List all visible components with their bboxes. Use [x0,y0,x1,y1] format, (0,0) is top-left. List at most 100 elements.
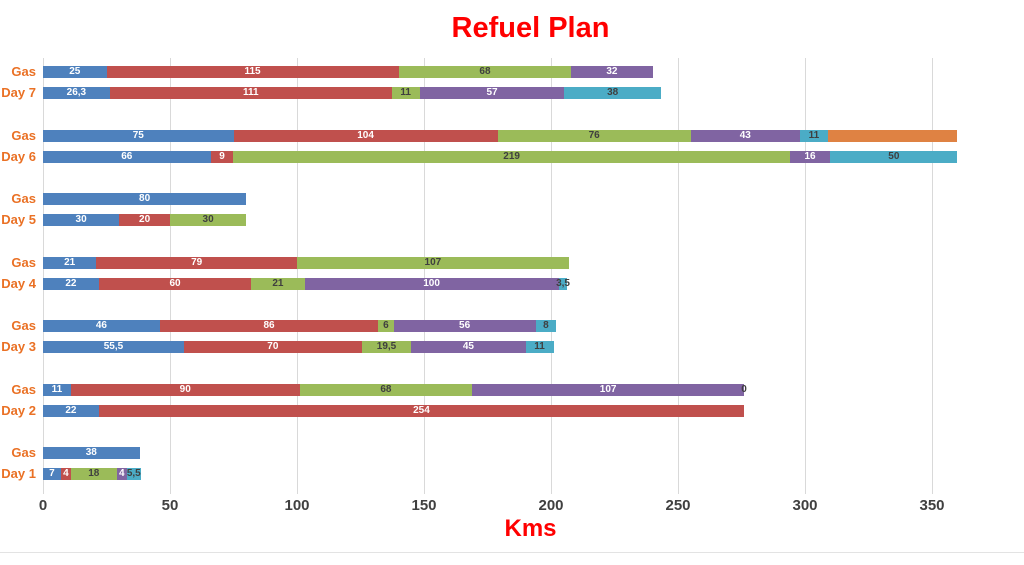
bar-segment-label: 11 [400,87,411,98]
bar-segment-label: 75 [132,129,144,141]
bar-segment-label: 90 [179,383,191,395]
gridline [550,58,552,494]
bar-segment: 18 [70,468,117,480]
bar-segment-label: 115 [244,66,261,77]
bar-row: 80 [43,193,247,205]
bar-segment: 5,5 [126,468,141,480]
bar-row: 11 90 68 107 0 [43,383,747,396]
bar-segment: 22 [43,277,99,290]
bar-row: 46 86 6 56 8 [43,320,557,332]
x-tick-label: 200 [538,497,564,514]
bar-segment: 115 [106,66,399,78]
category-label: Day 4 [1,275,36,291]
category-label: Gas [11,381,36,397]
x-axis-label: Kms [504,515,557,542]
bar-segment-label: 16 [804,150,816,162]
bar-segment-label: 46 [95,320,107,331]
bar-segment [827,129,958,142]
bar-segment: 80 [43,193,247,205]
bar-segment-label: 11 [808,129,820,141]
bar-segment: 68 [299,383,473,396]
bar-row: 22 60 21 100 3,5 [43,277,570,290]
bar-segment: 9 [210,150,234,163]
bar-segment: 6 [378,320,394,332]
bar-segment-label: 57 [486,87,498,98]
bar-segment: 38 [564,87,661,99]
bar-segment: 30 [43,214,120,226]
bar-row: 38 [43,447,140,459]
bar-segment: 254 [98,404,745,417]
bar-segment-label: 25 [69,66,81,77]
category-label: Gas [11,127,36,143]
bar-segment: 21 [251,277,305,290]
bar-segment-label: 22 [65,404,77,416]
bar-segment-label: 68 [479,66,491,77]
category-label: Gas [11,64,36,79]
bar-segment: 19,5 [361,341,412,353]
bar-segment: 11 [43,383,71,396]
bar-segment: 11 [391,87,420,99]
category-label: Gas [11,191,36,206]
bar-segment-label: 11 [51,383,63,395]
bar-segment-label: 70 [267,341,279,352]
bar-segment-label: 60 [169,277,181,289]
bar-segment: 4 [116,468,127,480]
category-label: Day 1 [1,466,36,481]
category-label: Gas [11,254,36,270]
bar-segment: 46 [43,320,160,332]
x-tick-label: 350 [919,497,945,514]
bar-segment-label: 4 [118,468,125,479]
bar-segment-label: 107 [424,256,442,268]
bar-segment-label: 30 [202,214,214,225]
x-tick-label: 50 [161,497,179,514]
bar-segment-label: 22 [65,277,77,289]
bar-segment-label: 100 [423,277,440,289]
category-label: Day 7 [1,85,36,100]
bar-segment: 56 [393,320,536,332]
x-tick-label: 300 [792,497,818,514]
bar-segment: 16 [789,150,831,163]
bar-segment: 55,5 [43,341,184,353]
bar-segment: 11 [799,129,828,142]
bar-row: 25 115 68 32 [43,66,653,78]
bar-segment-label: 19,5 [376,341,397,352]
category-label: Day 3 [1,339,36,354]
bar-segment: 68 [398,66,572,78]
bar-segment: 66 [43,150,211,163]
bar-row: 26,3 111 11 57 38 [43,87,661,99]
bar-segment-label: 38 [607,87,619,98]
bar-row: 75 104 76 43 11 [43,129,958,142]
chart-bottom-border [0,552,1024,553]
bar-segment: 45 [411,341,526,353]
bar-segment-label: 5,5 [126,468,141,479]
bar-segment-label: 4 [63,468,69,479]
bar-row: 7 4 18 4 5,5 [43,468,141,480]
bar-segment-label: 68 [380,383,392,395]
bar-segment: 111 [109,87,392,99]
bar-segment: 30 [169,214,247,226]
bar-segment: 107 [472,383,745,396]
bar-segment-label: 3,5 [556,277,570,289]
bar-segment: 79 [96,256,297,269]
bar-segment: 43 [690,129,800,142]
gridline [931,58,933,494]
bar-row: 22 254 [43,404,745,417]
bar-segment: 107 [296,256,569,269]
bar-segment-label: 43 [739,129,751,141]
bar-row: 55,5 70 19,5 45 11 [43,341,554,353]
bar-segment-label: 66 [121,150,133,162]
bar-segment-label: 76 [588,129,600,141]
category-label: Day 2 [1,402,36,418]
gridline [677,58,679,494]
bar-segment: 26,3 [43,87,110,99]
bar-segment-label: 55,5 [103,341,124,352]
bar-segment: 86 [159,320,379,332]
bar-segment: 38 [43,447,140,459]
gridline [423,58,425,494]
bar-segment-label: 107 [599,383,617,395]
bar-segment: 57 [419,87,565,99]
gridline [42,58,44,494]
bar-segment: 21 [43,256,97,269]
bar-segment-label: 21 [272,277,284,289]
category-label: Gas [11,318,36,333]
